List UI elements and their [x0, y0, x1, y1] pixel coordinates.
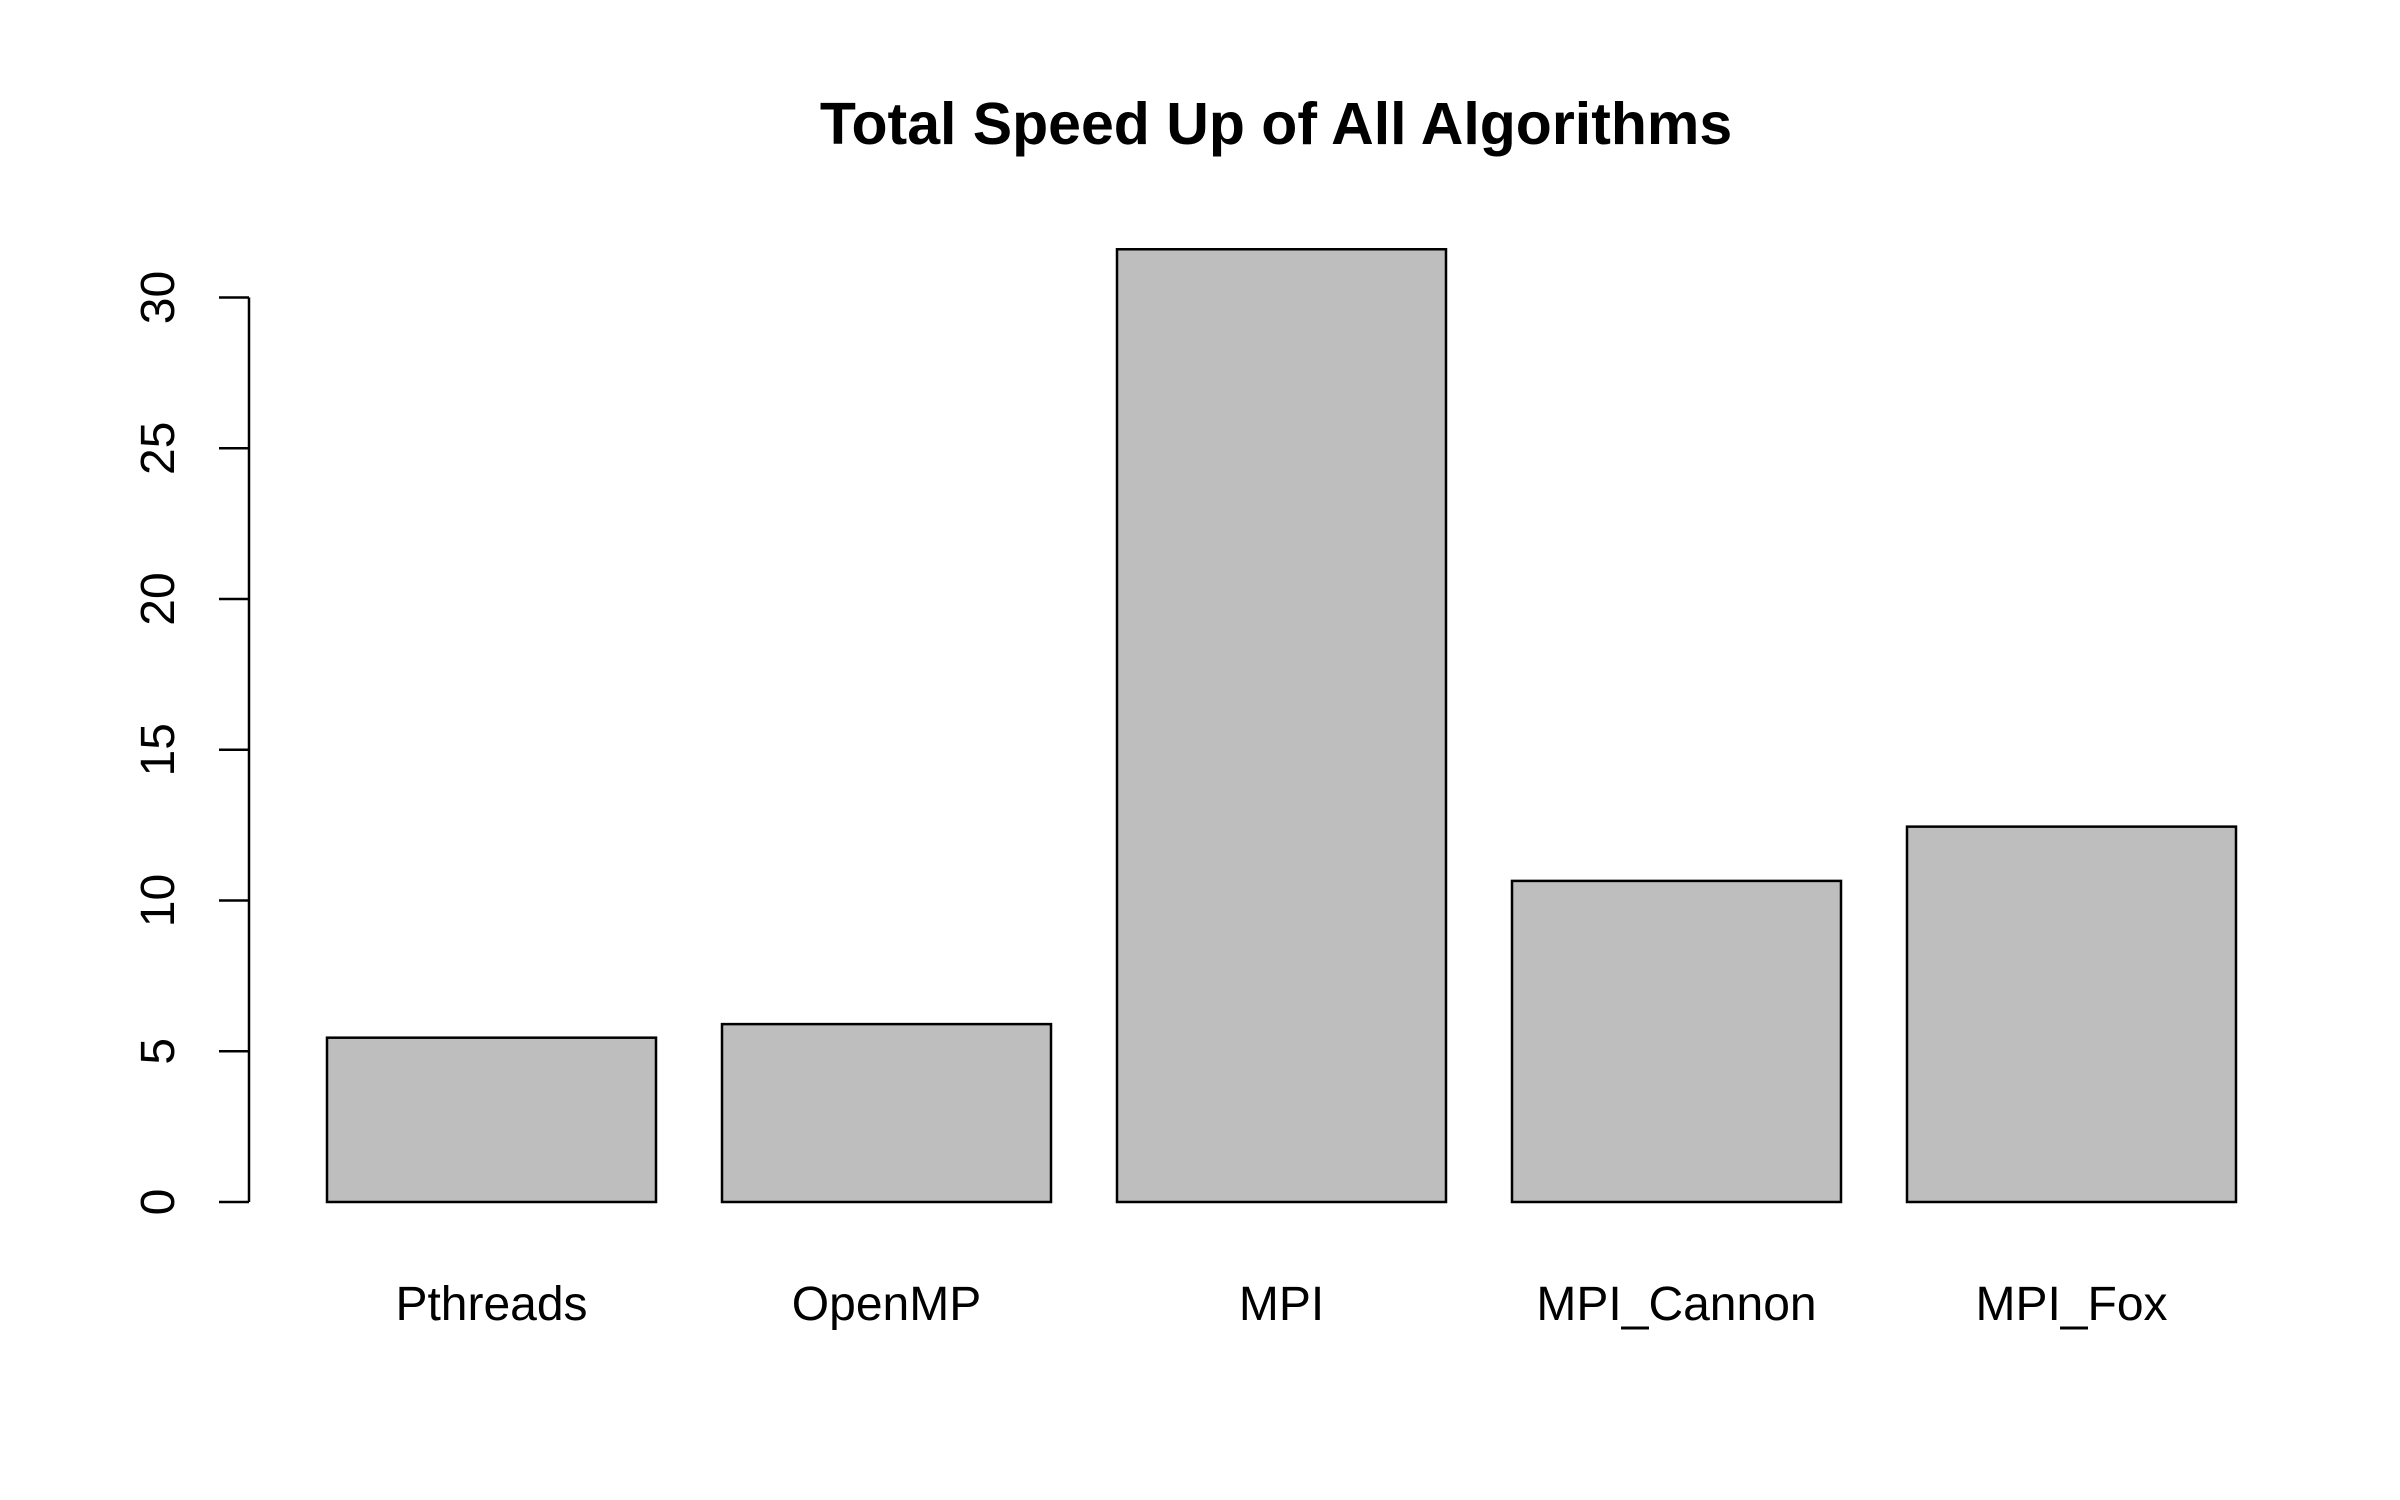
y-tick-label: 20: [132, 572, 185, 625]
bar-pthreads: [325, 1036, 658, 1204]
bars: [325, 248, 2238, 1204]
x-category-label: Pthreads: [395, 1278, 587, 1331]
y-axis: 0 5 10 15 20 25 30: [132, 271, 251, 1216]
y-tick-label: 0: [132, 1189, 185, 1216]
y-tick-label: 30: [132, 271, 185, 324]
x-category-label: MPI_Cannon: [1536, 1278, 1816, 1331]
chart-title: Total Speed Up of All Algorithms: [820, 91, 1732, 157]
y-tick-label: 5: [132, 1038, 185, 1065]
y-tick-label: 25: [132, 422, 185, 475]
x-category-label: OpenMP: [792, 1278, 981, 1331]
bar-mpi-fox: [1905, 825, 2238, 1204]
bar-mpi: [1115, 248, 1448, 1204]
y-tick-label: 10: [132, 874, 185, 927]
x-category-label: MPI: [1239, 1278, 1324, 1331]
y-tick-label: 15: [132, 723, 185, 776]
x-axis-labels: Pthreads OpenMP MPI MPI_Cannon MPI_Fox: [395, 1278, 2167, 1331]
bar-mpi-cannon: [1510, 879, 1843, 1204]
bar-openmp: [720, 1022, 1053, 1204]
x-category-label: MPI_Fox: [1975, 1278, 2167, 1331]
